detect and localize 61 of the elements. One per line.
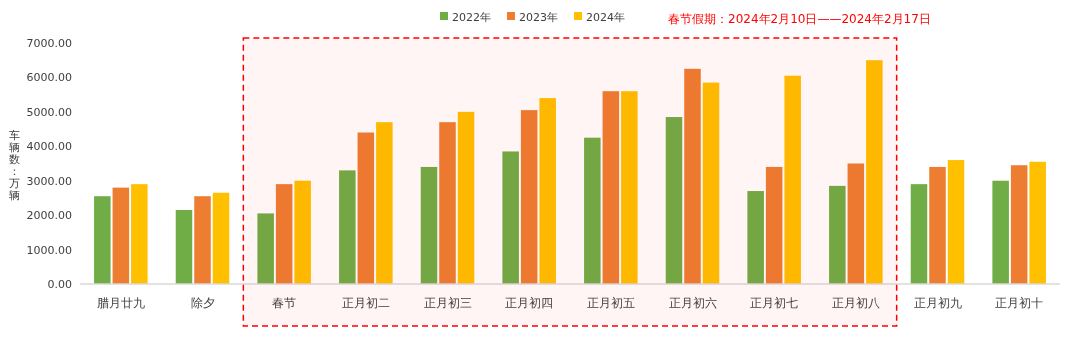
x-tick-label: 正月初四 — [505, 296, 554, 310]
bar — [175, 209, 193, 284]
bar — [131, 184, 148, 284]
bar — [194, 196, 211, 284]
bar — [847, 163, 865, 284]
y-axis-title: 车辆数：万辆 — [8, 129, 20, 202]
bar — [457, 111, 475, 284]
bar — [992, 180, 1009, 284]
bar — [621, 91, 638, 284]
bar — [584, 137, 601, 284]
y-tick-label: 0.00 — [47, 278, 72, 291]
bar — [866, 60, 883, 284]
bar — [747, 191, 764, 284]
bar — [357, 132, 375, 284]
bar — [112, 187, 130, 284]
bar — [439, 122, 456, 284]
bar — [520, 110, 538, 284]
bar — [420, 166, 438, 284]
bar — [257, 213, 274, 284]
x-tick-label: 正月初二 — [341, 296, 390, 310]
bar — [665, 117, 683, 284]
y-tick-label: 2000.00 — [26, 209, 72, 223]
bar — [502, 151, 519, 284]
bar — [784, 75, 801, 284]
bar — [702, 82, 720, 284]
bar — [94, 196, 111, 284]
y-tick-label: 5000.00 — [26, 105, 72, 119]
bar — [929, 166, 946, 284]
bar — [294, 180, 311, 284]
bar — [1010, 165, 1028, 284]
bar — [1029, 161, 1046, 284]
y-tick-label: 7000.00 — [26, 37, 72, 50]
legend-label: 2022年 — [452, 11, 491, 24]
x-tick-label: 除夕 — [190, 296, 215, 310]
legend-label: 2023年 — [519, 11, 558, 24]
bar — [684, 68, 701, 284]
legend-label: 2024年 — [586, 11, 625, 24]
x-tick-label: 春节 — [272, 296, 297, 310]
bar — [602, 91, 620, 284]
y-tick-label: 3000.00 — [26, 174, 72, 188]
x-tick-label: 正月初八 — [831, 296, 880, 310]
bar — [539, 98, 556, 284]
x-tick-label: 正月初七 — [750, 296, 799, 310]
y-tick-label: 6000.00 — [26, 71, 72, 85]
x-tick-label: 正月初六 — [668, 296, 717, 310]
x-tick-label: 正月初五 — [586, 296, 635, 310]
x-tick-label: 腊月廿九 — [96, 296, 145, 310]
x-tick-label: 正月初十 — [995, 296, 1044, 310]
x-tick-label: 正月初九 — [913, 296, 962, 310]
bar — [765, 166, 783, 284]
bar — [376, 122, 393, 284]
y-tick-label: 4000.00 — [26, 140, 72, 154]
band-label: 春节假期：2024年2月10日——2024年2月17日 — [668, 12, 931, 26]
bar — [339, 170, 356, 284]
bar — [910, 184, 928, 284]
y-tick-label: 1000.00 — [26, 243, 72, 257]
bar — [212, 192, 230, 284]
bar — [947, 160, 965, 284]
bar — [275, 184, 293, 284]
bar — [829, 185, 846, 284]
x-tick-label: 正月初三 — [423, 296, 472, 310]
